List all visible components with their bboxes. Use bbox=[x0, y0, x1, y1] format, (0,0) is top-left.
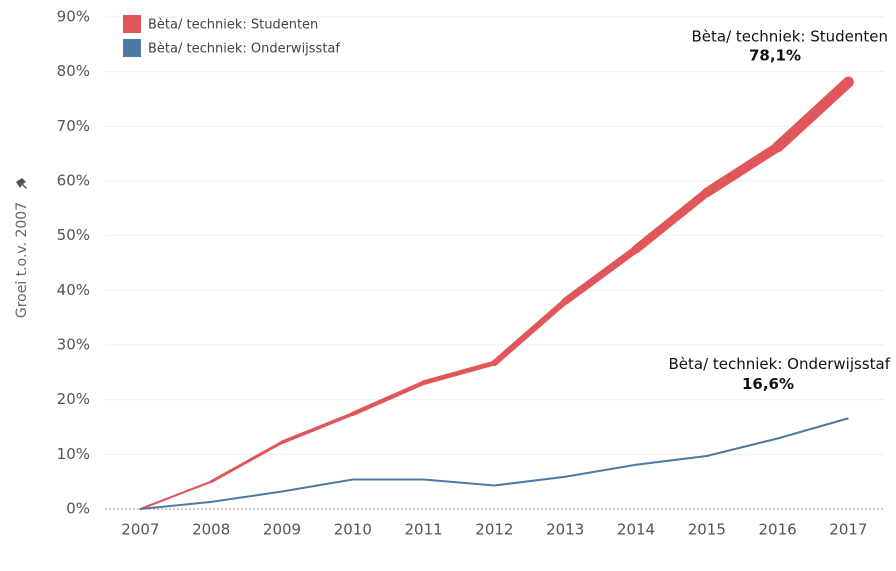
line-segment bbox=[702, 142, 783, 198]
y-tick-label: 0% bbox=[66, 500, 90, 518]
line-segment bbox=[491, 298, 569, 367]
line-segment bbox=[280, 412, 355, 445]
line-segment bbox=[421, 360, 497, 386]
line-segment bbox=[350, 380, 426, 417]
x-tick-label: 2008 bbox=[192, 521, 230, 539]
x-tick-label: 2012 bbox=[475, 521, 513, 539]
y-tick-label: 10% bbox=[57, 445, 90, 463]
y-tick-label: 20% bbox=[57, 390, 90, 408]
y-tick-label: 60% bbox=[57, 172, 90, 190]
y-tick-label: 40% bbox=[57, 281, 90, 299]
line bbox=[140, 417, 849, 510]
value-label: 16,6% bbox=[742, 375, 794, 393]
x-tick-label: 2015 bbox=[688, 521, 726, 539]
y-tick-label: 30% bbox=[57, 336, 90, 354]
legend-label: Bèta/ techniek: Studenten bbox=[148, 18, 318, 33]
legend-label: Bèta/ techniek: Onderwijsstaf bbox=[148, 42, 340, 57]
line-segment bbox=[209, 440, 284, 484]
x-tick-label: 2011 bbox=[405, 521, 443, 539]
x-tick-label: 2007 bbox=[121, 521, 159, 539]
x-tick-label: 2009 bbox=[263, 521, 301, 539]
series-label: Bèta/ techniek: Studenten bbox=[692, 28, 888, 46]
x-tick-label: 2017 bbox=[829, 521, 867, 539]
y-tick-label: 90% bbox=[57, 8, 90, 26]
x-tick-label: 2013 bbox=[546, 521, 584, 539]
y-axis-label: Groei t.o.v. 2007 bbox=[14, 202, 30, 318]
value-label: 78,1% bbox=[749, 47, 801, 65]
series-label: Bèta/ techniek: Onderwijsstaf bbox=[668, 355, 890, 373]
x-tick-label: 2014 bbox=[617, 521, 655, 539]
line-segment bbox=[772, 76, 854, 153]
y-tick-label: 70% bbox=[57, 117, 90, 135]
legend-swatch bbox=[123, 39, 141, 57]
pin-icon bbox=[16, 178, 27, 189]
line-segment bbox=[139, 480, 213, 511]
y-tick-label: 80% bbox=[57, 62, 90, 80]
x-tick-label: 2016 bbox=[759, 521, 797, 539]
line-segment bbox=[631, 188, 712, 254]
line-segment bbox=[561, 245, 640, 305]
legend-swatch bbox=[123, 15, 141, 33]
y-tick-label: 50% bbox=[57, 226, 90, 244]
x-tick-label: 2010 bbox=[334, 521, 372, 539]
